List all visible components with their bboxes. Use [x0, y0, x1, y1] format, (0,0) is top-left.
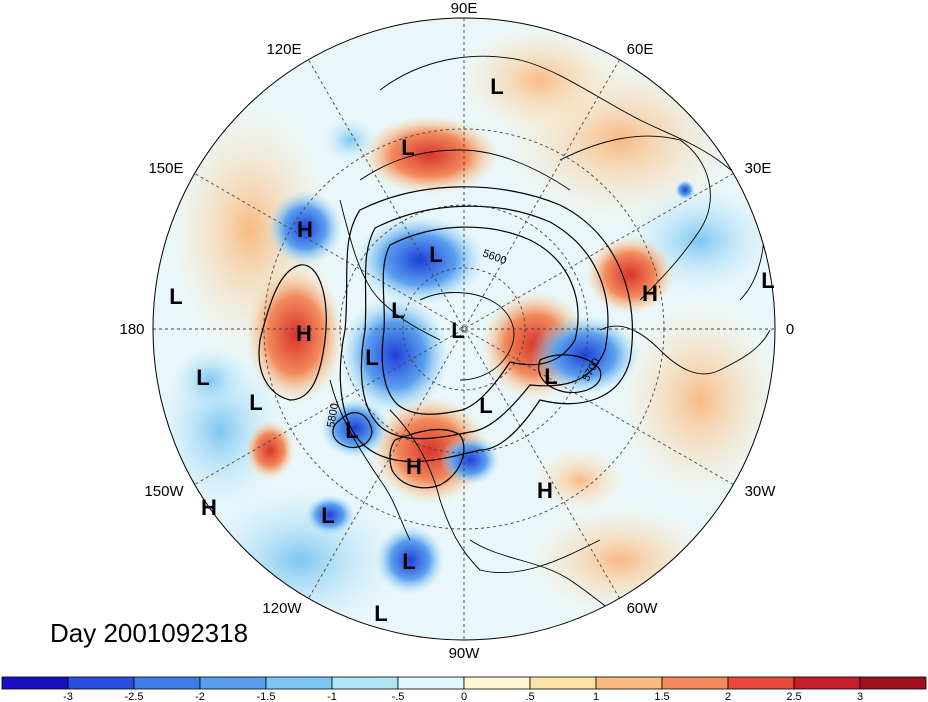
lon-label-90w: 90W [449, 645, 481, 662]
pressure-center: L [479, 393, 492, 418]
pressure-center: L [391, 298, 404, 323]
pressure-center: L [544, 364, 557, 389]
pressure-centers: L L H L L L L H H L L L L L L L H L H H … [169, 74, 774, 626]
pressure-center: L [321, 503, 334, 528]
colorbar-labels: -3 -2.5 -2 -1.5 -1 -.5 0 .5 1 1.5 2 2.5 3 [63, 691, 863, 702]
colorbar-label: -.5 [392, 691, 405, 702]
pressure-center: L [451, 318, 464, 343]
pressure-center: L [196, 365, 209, 390]
pressure-center: H [297, 217, 313, 242]
colorbar-box [133, 676, 201, 690]
graticule [153, 18, 775, 640]
lon-label-150e: 150E [148, 160, 183, 177]
colorbar-box [595, 676, 663, 690]
colorbar-label: 1 [593, 691, 599, 702]
colorbar-boxes [1, 676, 927, 690]
lon-label-60w: 60W [627, 600, 659, 617]
pressure-center: L [490, 74, 503, 99]
colorbar-label: -1 [327, 691, 337, 702]
pressure-center: L [401, 135, 414, 160]
colorbar-label: 2.5 [786, 691, 801, 702]
colorbar-label: 2 [725, 691, 731, 702]
colorbar: -3 -2.5 -2 -1.5 -1 -.5 0 .5 1 1.5 2 2.5 3 [1, 676, 927, 702]
colorbar-box [463, 676, 531, 690]
pressure-center: L [429, 242, 442, 267]
colorbar-box [529, 676, 597, 690]
pressure-center: H [406, 454, 422, 479]
pressure-center: H [537, 478, 553, 503]
lon-label-60e: 60E [627, 41, 654, 58]
pressure-center: L [345, 418, 358, 443]
colorbar-box [199, 676, 267, 690]
map-boundary [152, 17, 776, 641]
longitude-labels: 90E 60E 30E 0 30W 60W 90W 120W 150W 180 … [119, 0, 794, 662]
colorbar-label: -1.5 [257, 691, 276, 702]
colorbar-box [661, 676, 729, 690]
lon-label-90e: 90E [451, 0, 478, 17]
lon-label-180: 180 [119, 321, 144, 338]
pressure-center: L [249, 390, 262, 415]
lon-label-120w: 120W [262, 600, 302, 617]
colorbar-label: -2 [195, 691, 205, 702]
colorbar-box [67, 676, 135, 690]
page-title: Day 2001092318 [50, 618, 249, 648]
colorbar-label: .5 [525, 691, 534, 702]
colorbar-box [859, 676, 927, 690]
lon-label-30e: 30E [745, 160, 772, 177]
colorbar-box [331, 676, 399, 690]
pressure-center: L [374, 601, 387, 626]
lon-label-0: 0 [786, 321, 794, 338]
pressure-center: H [642, 281, 658, 306]
lon-label-30w: 30W [745, 483, 777, 500]
lon-label-150w: 150W [144, 483, 184, 500]
colorbar-box [1, 676, 69, 690]
colorbar-box [265, 676, 333, 690]
colorbar-box [727, 676, 795, 690]
coastlines [329, 55, 771, 631]
pressure-center: H [201, 495, 217, 520]
pressure-center: L [761, 268, 774, 293]
colorbar-label: 1.5 [654, 691, 669, 702]
pressure-center: L [169, 284, 182, 309]
pressure-center: L [402, 549, 415, 574]
colorbar-box [793, 676, 861, 690]
colorbar-box [397, 676, 465, 690]
colorbar-label: -3 [63, 691, 73, 702]
colorbar-label: -2.5 [125, 691, 144, 702]
contour-label-5800: 5800 [325, 402, 341, 428]
lon-label-120e: 120E [266, 41, 301, 58]
pressure-center: L [365, 345, 378, 370]
pressure-center: H [296, 321, 312, 346]
colorbar-label: 0 [461, 691, 467, 702]
polar-map: 5600 5700 5800 90E 60E 30E 0 30W 60W 90W… [119, 0, 794, 662]
height-contours [258, 186, 634, 489]
colorbar-label: 3 [857, 691, 863, 702]
